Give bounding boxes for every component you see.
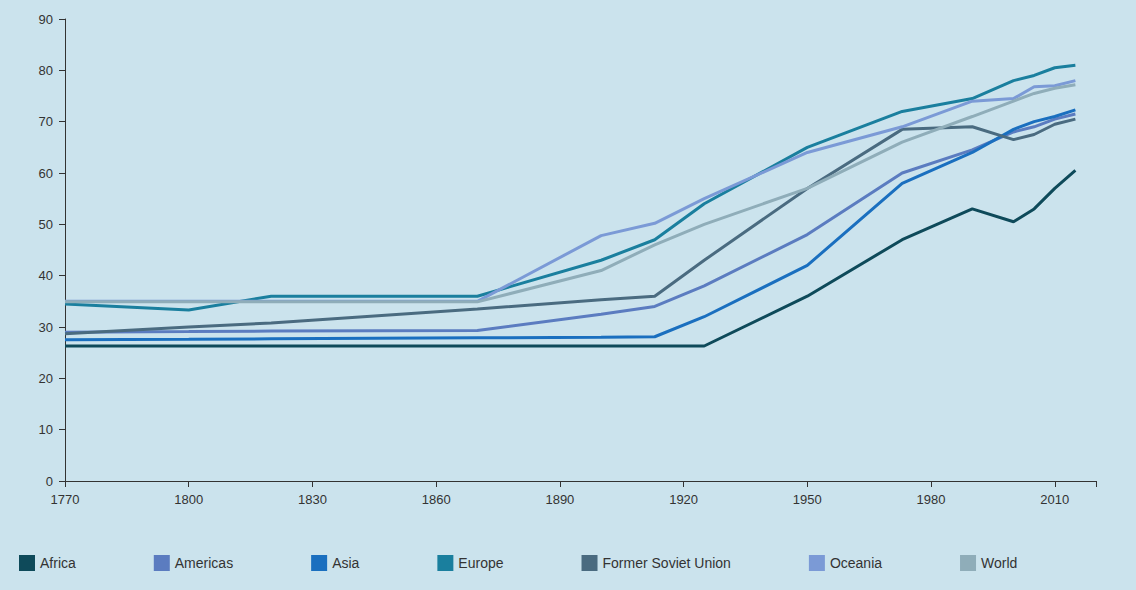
svg-text:Americas: Americas [175, 555, 233, 571]
svg-text:2010: 2010 [1040, 492, 1069, 507]
svg-text:1920: 1920 [669, 492, 698, 507]
svg-text:30: 30 [39, 320, 53, 335]
svg-text:20: 20 [39, 371, 53, 386]
svg-text:80: 80 [39, 63, 53, 78]
svg-text:World: World [981, 555, 1017, 571]
svg-text:1890: 1890 [545, 492, 574, 507]
svg-text:Oceania: Oceania [830, 555, 882, 571]
svg-text:1980: 1980 [917, 492, 946, 507]
svg-text:40: 40 [39, 268, 53, 283]
svg-text:1830: 1830 [298, 492, 327, 507]
svg-text:1770: 1770 [51, 492, 80, 507]
svg-text:Former Soviet Union: Former Soviet Union [603, 555, 731, 571]
svg-text:50: 50 [39, 217, 53, 232]
svg-text:70: 70 [39, 114, 53, 129]
svg-text:1950: 1950 [793, 492, 822, 507]
svg-text:Africa: Africa [40, 555, 76, 571]
svg-text:60: 60 [39, 166, 53, 181]
svg-text:0: 0 [46, 474, 53, 489]
svg-text:1800: 1800 [174, 492, 203, 507]
svg-text:1860: 1860 [422, 492, 451, 507]
svg-text:Asia: Asia [332, 555, 359, 571]
svg-text:Europe: Europe [458, 555, 503, 571]
svg-text:90: 90 [39, 12, 53, 27]
svg-text:10: 10 [39, 422, 53, 437]
